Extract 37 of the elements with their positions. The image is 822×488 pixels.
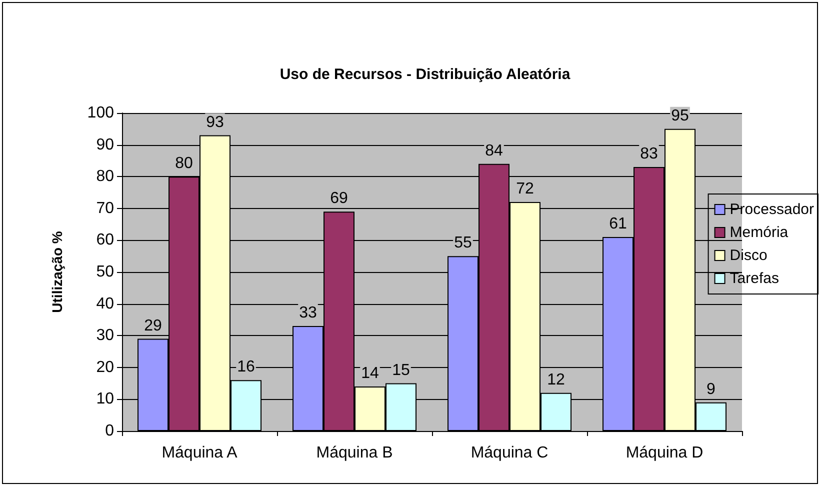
data-label: 16: [237, 358, 255, 376]
data-label: 69: [330, 190, 348, 208]
data-label: 61: [609, 216, 627, 233]
y-tick-label: 80: [96, 168, 114, 186]
legend-label: Memória: [730, 224, 789, 241]
y-tick-label: 100: [87, 104, 114, 122]
y-tick-label: 60: [96, 232, 114, 249]
y-tick-label: 30: [96, 327, 114, 344]
data-label: 15: [392, 362, 410, 379]
data-label: 29: [144, 317, 162, 334]
legend-label: Processador: [730, 201, 814, 218]
x-tick-label: Máquina C: [470, 444, 548, 462]
data-label: 93: [206, 114, 224, 131]
y-tick-label: 20: [96, 358, 114, 376]
data-label: 83: [640, 146, 658, 163]
y-tick-label: 40: [96, 295, 114, 312]
legend-label: Disco: [730, 247, 768, 264]
x-tick-label: Máquina A: [162, 444, 238, 462]
data-label: 80: [175, 155, 193, 172]
data-label: 9: [706, 380, 716, 398]
data-label: 14: [361, 364, 379, 382]
data-label: 33: [299, 304, 317, 322]
legend-label: Tarefas: [730, 270, 779, 287]
y-tick-label: 70: [96, 200, 114, 217]
chart-title: Uso de Recursos - Distribuição Aleatória: [280, 66, 571, 83]
data-label: 95: [671, 107, 689, 124]
y-tick-label: 0: [105, 422, 114, 440]
y-tick-label: 50: [96, 264, 114, 280]
y-axis-title: Utilização %: [49, 230, 65, 313]
x-tick-label: Máquina B: [316, 444, 393, 462]
data-label: 12: [547, 371, 565, 388]
y-tick-label: 90: [96, 136, 114, 154]
data-label: 84: [485, 142, 503, 160]
data-label: 55: [454, 234, 472, 252]
y-tick-label: 10: [96, 390, 114, 408]
data-label: 72: [516, 180, 534, 198]
x-tick-label: Máquina D: [626, 444, 704, 462]
